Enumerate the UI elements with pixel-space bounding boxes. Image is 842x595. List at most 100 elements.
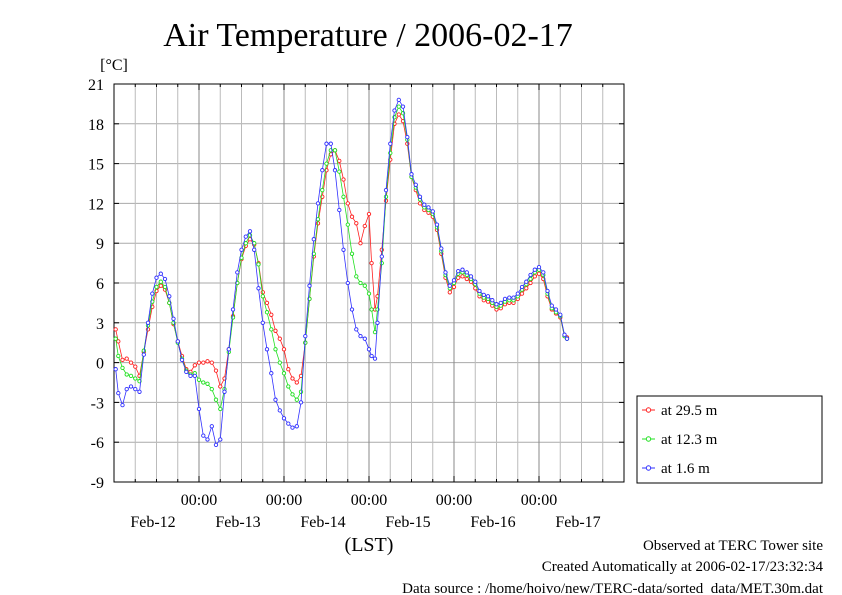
data-point: [464, 276, 469, 282]
y-tick-label: 12: [88, 196, 104, 213]
data-point: [218, 384, 223, 389]
data-point: [171, 316, 176, 321]
x-tick-date-label: Feb-16: [470, 514, 515, 531]
x-tick-time-label: 00:00: [351, 492, 387, 509]
data-point: [511, 295, 516, 300]
data-point: [116, 339, 121, 344]
data-point: [137, 389, 142, 394]
data-point: [451, 278, 457, 283]
data-point: [369, 353, 374, 359]
x-tick-time-label: 00:00: [436, 492, 472, 509]
data-point: [354, 274, 359, 279]
data-point: [298, 400, 304, 405]
data-point: [426, 205, 431, 210]
data-point: [192, 363, 197, 368]
data-point: [116, 390, 121, 396]
data-point: [468, 274, 474, 279]
data-point: [201, 360, 206, 365]
data-point: [354, 327, 359, 332]
data-point: [396, 97, 401, 103]
data-point: [196, 360, 202, 365]
chart-title: Air Temperature / 2006-02-17: [163, 17, 573, 54]
data-point: [133, 364, 138, 369]
x-tick-date-label: Feb-14: [300, 514, 345, 531]
data-point: [345, 280, 350, 286]
data-point: [430, 209, 435, 214]
data-point: [473, 279, 478, 284]
data-point: [519, 284, 525, 290]
y-tick-label: -9: [91, 475, 104, 492]
data-point: [324, 141, 329, 146]
data-point: [405, 134, 410, 140]
data-point: [320, 187, 325, 193]
data-point: [532, 274, 537, 279]
data-point: [369, 260, 374, 266]
data-point: [349, 251, 355, 256]
data-point: [541, 270, 546, 275]
data-point: [515, 291, 520, 296]
y-tick-label: 21: [88, 77, 104, 94]
data-point: [243, 241, 248, 246]
data-point: [128, 360, 134, 365]
data-point: [222, 389, 227, 394]
data-point: [372, 356, 378, 361]
data-point: [332, 168, 338, 173]
data-point: [303, 333, 308, 339]
series-line: [115, 113, 568, 388]
x-axis-ticks: 00:00 Feb-12 00:00 Feb-13 00:00 Feb-14 00:00 Fe…: [113, 84, 625, 531]
data-point: [311, 237, 316, 242]
data-point: [362, 283, 367, 288]
data-point: [434, 222, 440, 227]
data-point: [413, 182, 418, 187]
data-point: [294, 424, 299, 429]
data-point: [345, 201, 350, 206]
data-point: [564, 336, 570, 341]
data-point: [273, 397, 278, 402]
data-point: [247, 229, 253, 234]
y-axis-ticks: -9 -6 -3 0 3 6 9 12 15 18 21: [88, 77, 624, 492]
data-point: [337, 207, 342, 213]
data-point: [439, 246, 444, 251]
data-point: [226, 347, 231, 352]
footer-created: Created Automatically at 2006-02-17/23:3…: [542, 559, 824, 575]
data-point: [124, 372, 129, 377]
data-point: [290, 425, 295, 430]
grid-lines: [114, 84, 624, 482]
data-point: [252, 247, 257, 252]
data-point: [154, 275, 159, 280]
data-point: [528, 276, 533, 282]
data-point: [375, 320, 380, 325]
data-point: [358, 241, 363, 246]
data-point: [260, 294, 265, 299]
data-point: [213, 368, 219, 373]
data-point: [277, 408, 282, 413]
x-tick-date-label: Feb-13: [215, 514, 260, 531]
data-point: [341, 247, 346, 252]
data-point: [528, 280, 533, 286]
x-tick-date-label: Feb-15: [385, 514, 430, 531]
data-point: [124, 386, 129, 392]
data-point: [464, 270, 469, 275]
data-point: [485, 294, 491, 299]
data-point: [341, 194, 346, 199]
x-axis-label: (LST): [345, 534, 394, 556]
data-point: [128, 384, 134, 389]
data-point: [383, 187, 389, 193]
data-series: [113, 97, 570, 448]
legend-swatch-marker: [645, 465, 652, 471]
data-point: [290, 376, 295, 381]
data-point: [345, 222, 350, 227]
data-point: [281, 371, 287, 376]
data-point: [218, 437, 223, 442]
data-point: [128, 373, 134, 379]
data-point: [536, 271, 542, 276]
data-point: [388, 141, 393, 146]
data-point: [362, 223, 367, 229]
data-point: [269, 327, 274, 332]
data-point: [337, 158, 342, 164]
data-point: [362, 336, 367, 341]
data-point: [477, 288, 482, 294]
data-point: [158, 283, 163, 288]
legend: at 29.5 m at 12.3 m at 1.6 m: [636, 395, 823, 484]
data-point: [286, 367, 291, 372]
